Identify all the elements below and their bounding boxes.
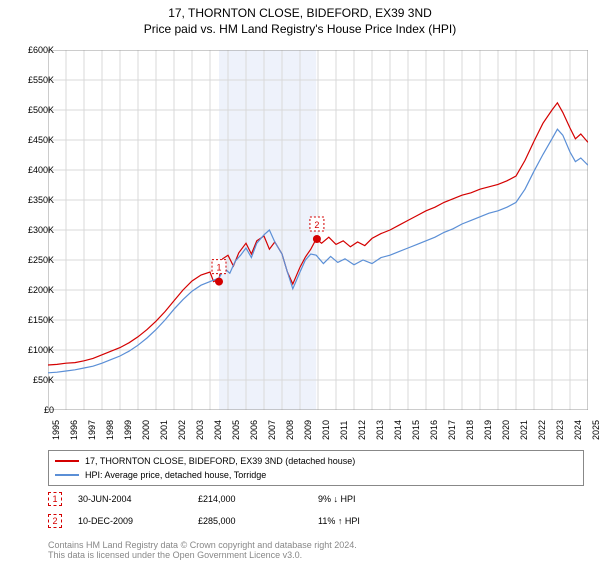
ytick-label: £300K bbox=[10, 225, 54, 235]
xtick-label: 2022 bbox=[537, 420, 547, 440]
ytick-label: £250K bbox=[10, 255, 54, 265]
chart-svg: 12 bbox=[48, 50, 588, 410]
marker-price: £285,000 bbox=[198, 516, 318, 526]
xtick-label: 2012 bbox=[357, 420, 367, 440]
xtick-label: 1998 bbox=[105, 420, 115, 440]
chart-title: 17, THORNTON CLOSE, BIDEFORD, EX39 3ND bbox=[0, 6, 600, 20]
attribution-line2: This data is licensed under the Open Gov… bbox=[48, 550, 584, 560]
legend-swatch bbox=[55, 474, 79, 476]
attribution: Contains HM Land Registry data © Crown c… bbox=[48, 540, 584, 560]
xtick-label: 2004 bbox=[213, 420, 223, 440]
marker-label-2: 2 bbox=[314, 220, 319, 230]
xtick-label: 2023 bbox=[555, 420, 565, 440]
legend-swatch bbox=[55, 460, 79, 462]
legend-label: 17, THORNTON CLOSE, BIDEFORD, EX39 3ND (… bbox=[85, 456, 355, 466]
legend-label: HPI: Average price, detached house, Torr… bbox=[85, 470, 266, 480]
marker-pct: 9% ↓ HPI bbox=[318, 494, 438, 504]
marker-row: 2 10-DEC-2009£285,00011% ↑ HPI bbox=[48, 514, 584, 528]
chart-plot-area: 12 bbox=[48, 50, 588, 410]
xtick-label: 2007 bbox=[267, 420, 277, 440]
marker-label-1: 1 bbox=[216, 263, 221, 273]
xtick-label: 1996 bbox=[69, 420, 79, 440]
ytick-label: £550K bbox=[10, 75, 54, 85]
xtick-label: 2009 bbox=[303, 420, 313, 440]
marker-price: £214,000 bbox=[198, 494, 318, 504]
xtick-label: 2025 bbox=[591, 420, 600, 440]
ytick-label: £200K bbox=[10, 285, 54, 295]
ytick-label: £0 bbox=[10, 405, 54, 415]
xtick-label: 2021 bbox=[519, 420, 529, 440]
marker-dot-2 bbox=[313, 235, 321, 243]
marker-date: 10-DEC-2009 bbox=[78, 516, 198, 526]
marker-dot-1 bbox=[215, 278, 223, 286]
xtick-label: 2006 bbox=[249, 420, 259, 440]
xtick-label: 2020 bbox=[501, 420, 511, 440]
xtick-label: 2000 bbox=[141, 420, 151, 440]
xtick-label: 1995 bbox=[51, 420, 61, 440]
ytick-label: £600K bbox=[10, 45, 54, 55]
xtick-label: 2011 bbox=[339, 421, 349, 440]
chart-subtitle: Price paid vs. HM Land Registry's House … bbox=[0, 22, 600, 36]
xtick-label: 2010 bbox=[321, 420, 331, 440]
xtick-label: 1997 bbox=[87, 420, 97, 440]
xtick-label: 2005 bbox=[231, 420, 241, 440]
marker-date: 30-JUN-2004 bbox=[78, 494, 198, 504]
xtick-label: 2018 bbox=[465, 420, 475, 440]
marker-row: 1 30-JUN-2004£214,0009% ↓ HPI bbox=[48, 492, 584, 506]
xtick-label: 2017 bbox=[447, 420, 457, 440]
xtick-label: 1999 bbox=[123, 420, 133, 440]
attribution-line1: Contains HM Land Registry data © Crown c… bbox=[48, 540, 584, 550]
ytick-label: £150K bbox=[10, 315, 54, 325]
xtick-label: 2003 bbox=[195, 420, 205, 440]
ytick-label: £100K bbox=[10, 345, 54, 355]
legend-item: 17, THORNTON CLOSE, BIDEFORD, EX39 3ND (… bbox=[55, 454, 577, 468]
xtick-label: 2008 bbox=[285, 420, 295, 440]
xtick-label: 2014 bbox=[393, 420, 403, 440]
ytick-label: £450K bbox=[10, 135, 54, 145]
ytick-label: £500K bbox=[10, 105, 54, 115]
xtick-label: 2001 bbox=[159, 420, 169, 440]
xtick-label: 2002 bbox=[177, 420, 187, 440]
marker-row-box: 2 bbox=[48, 514, 62, 528]
xtick-label: 2016 bbox=[429, 420, 439, 440]
ytick-label: £400K bbox=[10, 165, 54, 175]
marker-pct: 11% ↑ HPI bbox=[318, 516, 438, 526]
legend-item: HPI: Average price, detached house, Torr… bbox=[55, 468, 577, 482]
ytick-label: £50K bbox=[10, 375, 54, 385]
xtick-label: 2015 bbox=[411, 420, 421, 440]
xtick-label: 2019 bbox=[483, 420, 493, 440]
legend: 17, THORNTON CLOSE, BIDEFORD, EX39 3ND (… bbox=[48, 450, 584, 486]
marker-row-box: 1 bbox=[48, 492, 62, 506]
xtick-label: 2024 bbox=[573, 420, 583, 440]
xtick-label: 2013 bbox=[375, 420, 385, 440]
ytick-label: £350K bbox=[10, 195, 54, 205]
